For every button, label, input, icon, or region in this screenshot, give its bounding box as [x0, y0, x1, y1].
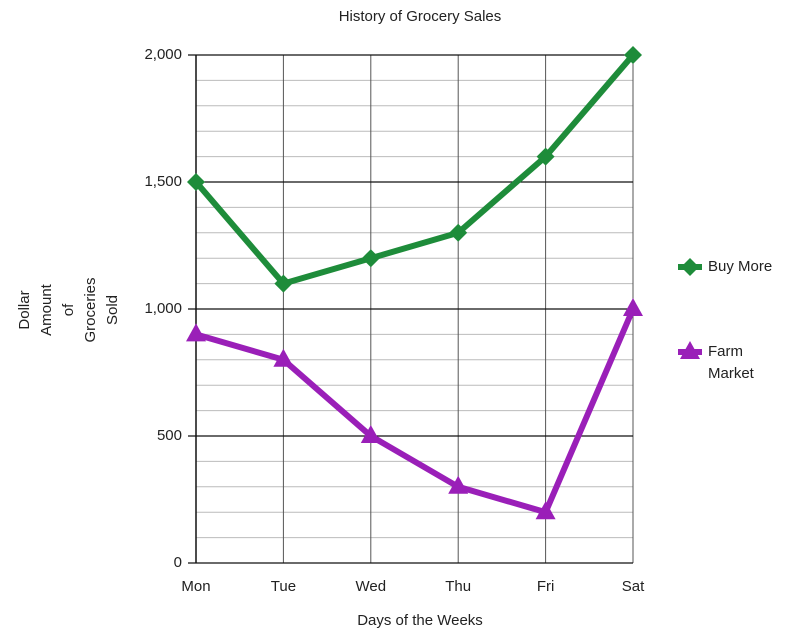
y-tick-label: 0 — [174, 554, 182, 571]
y-axis-label: Groceries — [82, 277, 99, 342]
diamond-marker — [187, 173, 205, 191]
x-tick-label: Thu — [445, 578, 471, 595]
y-tick-label: 2,000 — [144, 46, 182, 63]
x-tick-label: Fri — [537, 578, 555, 595]
triangle-marker — [623, 298, 643, 316]
y-tick-label: 500 — [157, 427, 182, 444]
y-axis-label: Sold — [104, 295, 121, 325]
series-line — [195, 307, 636, 516]
chart-title: History of Grocery Sales — [339, 8, 502, 25]
legend-label: Buy More — [708, 258, 773, 275]
series-line — [193, 53, 636, 287]
diamond-marker — [624, 46, 642, 64]
y-tick-label: 1,000 — [144, 300, 182, 317]
diamond-marker — [274, 274, 293, 293]
x-axis-label: Days of the Weeks — [357, 612, 483, 629]
y-axis-label: Dollar — [16, 290, 33, 329]
triangle-marker — [186, 323, 206, 342]
x-tick-label: Tue — [271, 578, 296, 595]
legend-entry: Buy More — [708, 258, 773, 275]
x-tick-label: Wed — [356, 578, 387, 595]
y-tick-label: 1,500 — [144, 173, 182, 190]
y-axis-label: of — [60, 303, 77, 316]
x-tick-label: Sat — [622, 578, 645, 595]
diamond-marker — [449, 223, 468, 242]
triangle-marker — [680, 341, 700, 359]
y-axis-label: Amount — [38, 283, 55, 336]
triangle-marker — [360, 425, 381, 443]
triangle-marker — [448, 475, 469, 494]
diamond-marker — [536, 147, 555, 166]
legend-label: Farm Market — [708, 343, 754, 382]
diamond-marker — [361, 249, 380, 268]
triangle-marker — [273, 348, 294, 367]
legend-entry: Farm Market — [708, 343, 754, 382]
triangle-marker — [535, 501, 556, 520]
diamond-marker — [681, 258, 699, 276]
x-tick-label: Mon — [181, 578, 210, 595]
